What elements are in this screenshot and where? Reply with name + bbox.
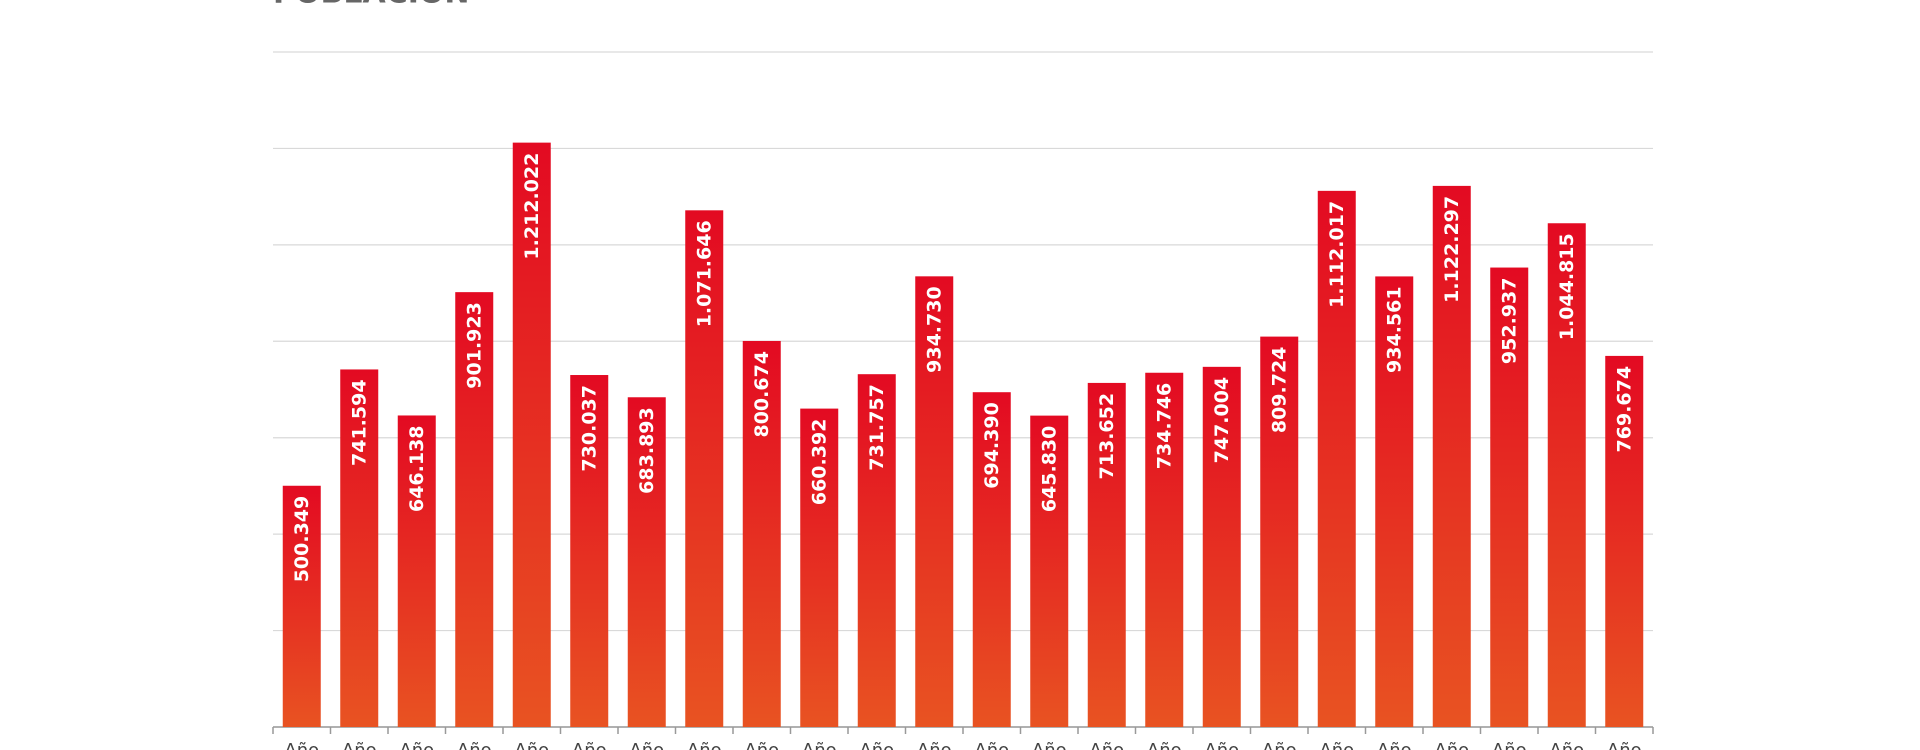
value-label: 800.674 bbox=[751, 351, 773, 438]
bar bbox=[1030, 415, 1069, 727]
value-label: 1.044.815 bbox=[1556, 233, 1578, 340]
bar bbox=[1145, 372, 1184, 727]
bar bbox=[282, 485, 321, 727]
bar bbox=[1260, 336, 1299, 727]
x-tick-label: Año bbox=[802, 740, 837, 750]
x-tick-label: Año bbox=[1434, 740, 1469, 750]
value-label: 500.349 bbox=[291, 496, 313, 583]
bar bbox=[915, 276, 954, 727]
x-tick-label: Año bbox=[457, 740, 492, 750]
bar bbox=[1087, 382, 1126, 727]
x-tick-label: Año bbox=[859, 740, 894, 750]
bar bbox=[1490, 267, 1529, 727]
bar bbox=[455, 292, 494, 727]
x-tick-label: Año bbox=[974, 740, 1009, 750]
x-tick-label: Año bbox=[1204, 740, 1239, 750]
x-tick-label: Año bbox=[1089, 740, 1124, 750]
value-label: 952.937 bbox=[1499, 278, 1521, 365]
bar bbox=[1605, 355, 1644, 727]
chart-title: POBLACIÓN bbox=[273, 0, 469, 11]
bar bbox=[1202, 366, 1241, 727]
bar bbox=[1375, 276, 1414, 727]
value-label: 934.730 bbox=[924, 286, 946, 373]
x-tick-label: Año bbox=[744, 740, 779, 750]
value-label: 1.122.297 bbox=[1441, 196, 1463, 303]
value-label: 646.138 bbox=[406, 425, 428, 512]
value-label: 741.594 bbox=[349, 379, 371, 466]
x-tick-label: Año bbox=[1549, 740, 1584, 750]
value-label: 901.923 bbox=[464, 302, 486, 389]
x-tick-label: Año bbox=[629, 740, 664, 750]
value-label: 683.893 bbox=[636, 407, 658, 494]
x-tick-label: Año bbox=[1492, 740, 1527, 750]
value-label: 730.037 bbox=[579, 385, 601, 472]
bar bbox=[340, 369, 379, 727]
bar bbox=[570, 375, 609, 727]
value-label: 713.652 bbox=[1096, 393, 1118, 480]
bar bbox=[685, 210, 724, 727]
value-label: 660.392 bbox=[809, 419, 831, 506]
x-tick-label: Año bbox=[342, 740, 377, 750]
bar bbox=[627, 397, 666, 727]
bar bbox=[397, 415, 436, 727]
value-label: 769.674 bbox=[1614, 366, 1636, 453]
x-tick-label: Año bbox=[1032, 740, 1067, 750]
bar bbox=[512, 142, 551, 727]
x-tick-label: Año bbox=[284, 740, 319, 750]
bar bbox=[742, 340, 781, 727]
value-label: 1.071.646 bbox=[694, 220, 716, 327]
bar bbox=[1432, 185, 1471, 727]
bar bbox=[1547, 223, 1586, 727]
value-label: 734.746 bbox=[1154, 383, 1176, 470]
x-tick-label: Año bbox=[917, 740, 952, 750]
x-tick-label: Año bbox=[1262, 740, 1297, 750]
x-tick-label: Año bbox=[514, 740, 549, 750]
bar bbox=[1317, 190, 1356, 728]
value-label: 694.390 bbox=[981, 402, 1003, 489]
x-tick-label: Año bbox=[687, 740, 722, 750]
value-label: 934.561 bbox=[1384, 286, 1406, 373]
x-tick-label: Año bbox=[1377, 740, 1412, 750]
bar bbox=[857, 374, 896, 727]
value-label: 645.830 bbox=[1039, 426, 1061, 513]
x-tick-label: Año bbox=[572, 740, 607, 750]
x-tick-label: Año bbox=[1319, 740, 1354, 750]
value-label: 1.112.017 bbox=[1326, 201, 1348, 308]
bar bbox=[972, 392, 1011, 727]
value-label: 747.004 bbox=[1211, 377, 1233, 464]
x-tick-label: Año bbox=[1607, 740, 1642, 750]
bar bbox=[800, 408, 839, 727]
value-label: 731.757 bbox=[866, 384, 888, 471]
value-label: 809.724 bbox=[1269, 347, 1291, 434]
value-label: 1.212.022 bbox=[521, 153, 543, 260]
x-tick-label: Año bbox=[399, 740, 434, 750]
x-tick-label: Año bbox=[1147, 740, 1182, 750]
